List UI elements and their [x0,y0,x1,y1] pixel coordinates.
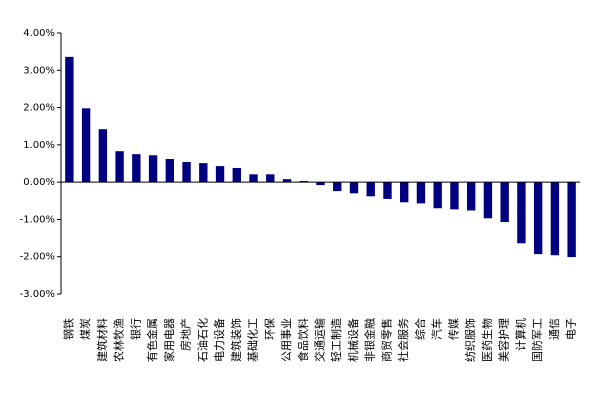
bar [299,181,308,183]
x-tick-label: 农林牧渔 [112,318,126,362]
x-tick-label: 食品饮料 [296,318,310,362]
x-tick-label: 房地产 [179,318,193,351]
bar [416,182,426,204]
bar [98,129,108,183]
x-tick-label: 社会服务 [396,318,410,362]
bar [349,182,359,194]
bar [266,174,275,183]
bar [483,182,493,219]
x-tick-label: 电子 [565,318,578,340]
bar [316,182,325,186]
bar [182,162,191,183]
x-tick-label: 非银金融 [363,318,377,362]
y-tick-label: -3.00% [20,289,55,300]
y-tick-label: 2.00% [23,103,55,114]
x-tick-label: 有色金属 [145,318,159,362]
bar [215,166,225,183]
x-tick-label: 轻工制造 [329,318,343,362]
x-tick-label: 电力设备 [212,318,226,362]
x-tick-label: 家用电器 [162,318,176,362]
bar [517,182,526,244]
x-tick-label: 商贸零售 [379,318,393,362]
x-tick-label: 机械设备 [346,318,360,362]
bar [115,151,124,183]
bar [282,179,292,183]
bar [199,163,208,183]
bar [550,182,560,256]
x-tick-label: 钢铁 [62,318,75,340]
bar [450,182,459,210]
x-tick-label: 基础化工 [246,318,260,362]
bar [249,174,258,183]
x-tick-label: 银行 [128,318,142,340]
bar [400,182,409,203]
y-tick-label: 3.00% [23,65,55,76]
x-tick-label: 石油石化 [195,318,209,362]
bar [232,167,241,183]
x-tick-label: 煤炭 [79,318,92,340]
bar [383,182,392,199]
x-tick-label: 交通运输 [313,318,327,362]
y-tick-label: 0.00% [23,177,55,188]
x-tick-label: 医药生物 [480,318,494,362]
bar [533,182,543,255]
x-tick-label: 公用事业 [280,318,293,362]
y-tick-label: -1.00% [20,214,55,225]
x-tick-label: 环保 [262,318,276,340]
x-tick-label: 纺织服饰 [463,318,477,362]
y-tick-label: 4.00% [23,28,55,39]
x-tick-label: 传媒 [447,318,460,340]
x-tick-label: 通信 [548,318,561,340]
bar [500,182,509,223]
bar [165,159,175,183]
bar [148,155,158,183]
bar [333,182,342,192]
x-tick-label: 计算机 [513,318,527,351]
x-tick-label: 建筑材料 [95,318,109,362]
bar [567,182,576,258]
x-tick-label: 国防军工 [530,318,544,362]
bar [81,108,91,183]
bar [366,182,375,197]
bar [433,182,442,209]
bar [65,56,74,183]
y-tick-label: -2.00% [20,252,55,263]
bar [466,182,476,211]
y-tick-label: 1.00% [23,140,55,151]
x-tick-label: 建筑装饰 [229,318,243,362]
x-tick-label: 汽车 [430,318,444,340]
bar [132,154,141,183]
x-tick-label: 综合 [413,318,427,340]
x-tick-label: 美容护理 [497,318,511,362]
